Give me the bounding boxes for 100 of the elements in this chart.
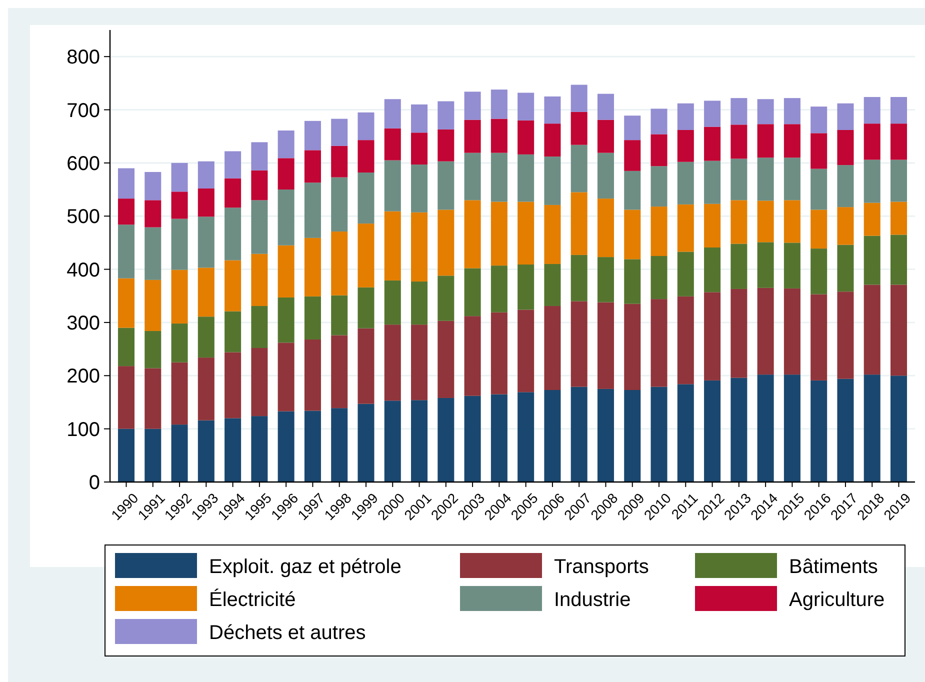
bar xyxy=(730,378,748,482)
bar xyxy=(677,296,694,384)
bar xyxy=(677,103,694,130)
bar xyxy=(810,133,828,169)
bar xyxy=(331,295,348,336)
bar xyxy=(837,378,854,482)
bar xyxy=(224,352,242,418)
bar xyxy=(730,158,748,200)
bar xyxy=(224,260,242,312)
bar xyxy=(118,366,135,429)
bar xyxy=(464,92,481,120)
y-tick-label: 600 xyxy=(66,152,100,175)
bar xyxy=(677,204,694,252)
bar xyxy=(810,294,828,380)
bar xyxy=(304,296,321,340)
bar xyxy=(864,374,880,482)
bar xyxy=(144,280,162,331)
bar xyxy=(597,257,614,302)
bar xyxy=(544,124,561,157)
bar xyxy=(198,268,214,317)
bar xyxy=(677,162,694,204)
bar xyxy=(518,310,534,392)
bar xyxy=(198,188,214,217)
bar xyxy=(171,324,188,362)
bar xyxy=(384,280,401,325)
bar xyxy=(704,160,721,204)
y-tick-label: 200 xyxy=(66,366,100,388)
bar xyxy=(464,268,481,316)
bar xyxy=(278,245,294,298)
bar xyxy=(810,106,828,134)
bar xyxy=(650,299,668,387)
bar xyxy=(464,200,481,268)
bar xyxy=(331,335,348,408)
bar xyxy=(490,394,508,482)
bar xyxy=(251,200,268,254)
bar xyxy=(757,158,774,201)
bar xyxy=(358,287,374,328)
bar xyxy=(304,120,321,150)
bar xyxy=(171,218,188,270)
bar xyxy=(411,164,428,212)
bar xyxy=(144,428,162,482)
bar xyxy=(224,151,242,178)
bar xyxy=(544,204,561,264)
bar xyxy=(464,120,481,153)
bar xyxy=(837,292,854,379)
bar xyxy=(438,161,454,210)
bar xyxy=(251,254,268,306)
bar xyxy=(118,278,135,328)
bar xyxy=(438,276,454,321)
bar xyxy=(224,178,242,208)
bar xyxy=(438,398,454,482)
legend-label: Bâtiments xyxy=(789,556,878,578)
bar xyxy=(890,202,908,235)
bar xyxy=(624,259,641,304)
bar xyxy=(358,328,374,404)
bar xyxy=(837,165,854,208)
bar xyxy=(171,270,188,324)
bar xyxy=(490,202,508,266)
bar xyxy=(704,100,721,127)
bar xyxy=(784,288,800,375)
bar xyxy=(144,368,162,429)
bar xyxy=(570,144,588,192)
bar xyxy=(757,200,774,242)
bar xyxy=(358,404,374,482)
bar xyxy=(570,254,588,302)
bar xyxy=(757,99,774,124)
bar xyxy=(251,416,268,482)
bar xyxy=(890,376,908,482)
bar xyxy=(251,306,268,348)
bar xyxy=(544,390,561,482)
bar xyxy=(464,152,481,200)
bar xyxy=(837,207,854,245)
legend-label: Exploit. gaz et pétrole xyxy=(209,556,402,578)
bar xyxy=(411,132,428,165)
bar xyxy=(597,388,614,482)
bar xyxy=(224,311,242,352)
bar xyxy=(438,129,454,162)
bar xyxy=(810,248,828,294)
bar xyxy=(650,108,668,134)
bar xyxy=(624,390,641,482)
bar xyxy=(411,212,428,282)
bar xyxy=(331,177,348,232)
bar xyxy=(331,118,348,146)
bar xyxy=(384,99,401,128)
bar xyxy=(810,380,828,482)
bar xyxy=(144,330,162,368)
bar xyxy=(278,411,294,482)
bar xyxy=(518,202,534,265)
bar xyxy=(251,348,268,416)
legend-label: Agriculture xyxy=(789,589,885,611)
bar xyxy=(784,374,800,482)
bar xyxy=(490,90,508,119)
bar xyxy=(624,170,641,210)
bar xyxy=(490,266,508,312)
bar xyxy=(650,206,668,256)
bar xyxy=(304,410,321,482)
bar xyxy=(597,198,614,258)
bar xyxy=(544,96,561,124)
bar xyxy=(757,242,774,288)
bar xyxy=(890,234,908,285)
